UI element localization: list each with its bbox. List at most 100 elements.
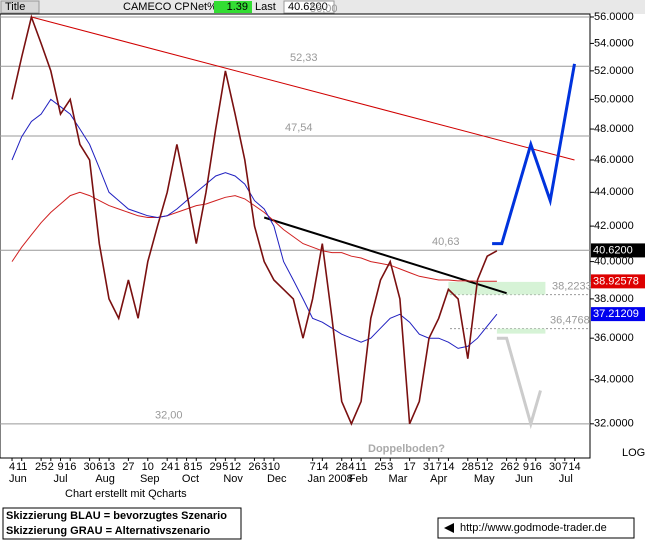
price-line	[11, 98, 498, 349]
x-tick-label: 30	[83, 461, 95, 473]
x-tick-label: 11	[355, 461, 366, 473]
x-tick-label: 9	[57, 461, 63, 473]
legend-text: Skizzierung GRAU = Alternativszenario	[6, 525, 210, 537]
y-tick-label: 40.0000	[594, 255, 634, 267]
month-label: Nov	[223, 473, 243, 485]
level-label: 40,63	[432, 236, 460, 248]
y-tick-label: 48.0000	[594, 123, 634, 135]
x-tick-label: 12	[229, 461, 241, 473]
month-label: Oct	[182, 473, 199, 485]
zone	[448, 281, 546, 295]
level-label: 47,54	[285, 122, 313, 134]
x-tick-label: 3	[387, 461, 393, 473]
x-tick-label: 1	[174, 461, 180, 473]
plot-frame	[0, 13, 591, 459]
x-tick-label: 16	[530, 461, 542, 473]
url-icon	[444, 523, 454, 533]
x-tick-label: 6	[96, 461, 102, 473]
level-label: 56,00	[310, 3, 338, 15]
month-label: Feb	[349, 473, 368, 485]
last-label-box	[591, 243, 645, 258]
last-label-box	[591, 307, 645, 322]
x-tick-label: 7	[562, 461, 568, 473]
trend-line	[31, 16, 575, 161]
month-label: Aug	[95, 473, 115, 485]
title: Title	[5, 1, 25, 13]
month-label: Dec	[267, 473, 287, 485]
y-tick-label: 38.0000	[594, 293, 634, 305]
net-box	[214, 1, 252, 13]
month-label: Jun	[9, 473, 27, 485]
month-label: May	[474, 473, 495, 485]
symbol: CAMECO CP	[123, 1, 190, 13]
x-tick-label: 12	[481, 461, 493, 473]
title-box	[0, 0, 40, 14]
level-label: 36,4768	[550, 315, 590, 327]
y-tick-label: 44.0000	[594, 186, 634, 198]
x-tick-label: 9	[523, 461, 529, 473]
x-tick-label: 5	[222, 461, 228, 473]
month-label: Sep	[140, 473, 160, 485]
scale-label: LOG	[622, 447, 645, 459]
last-label: 40.6200	[593, 244, 633, 256]
x-tick-label: 15	[190, 461, 202, 473]
x-tick-label: 2	[513, 461, 519, 473]
last-box	[283, 0, 335, 14]
x-tick-label: 28	[336, 461, 348, 473]
x-tick-label: 26	[248, 461, 260, 473]
last-label-box	[591, 274, 645, 289]
zone	[496, 328, 546, 334]
y-tick-label: 32.0000	[594, 418, 634, 430]
x-tick-label: 7	[436, 461, 442, 473]
level-label: 38,2233	[552, 281, 592, 293]
x-tick-label: 29	[210, 461, 222, 473]
last-label: 38.92578	[593, 275, 639, 287]
y-tick-label: 54.0000	[594, 37, 634, 49]
legend-text: Skizzierung BLAU = bevorzugtes Szenario	[6, 510, 227, 522]
x-tick-label: 16	[64, 461, 76, 473]
net-label: Net%	[190, 1, 217, 13]
x-tick-label: 31	[423, 461, 435, 473]
y-tick-label: 42.0000	[594, 220, 634, 232]
x-tick-label: 13	[103, 461, 115, 473]
x-tick-label: 4	[348, 461, 354, 473]
month-label: Jul	[559, 473, 573, 485]
legend-box	[2, 507, 242, 540]
x-tick-label: 26	[500, 461, 512, 473]
month-label: Mar	[389, 473, 408, 485]
annotation: Doppelboden?	[368, 443, 445, 455]
x-tick-label: 24	[161, 461, 173, 473]
x-tick-label: 5	[474, 461, 480, 473]
x-tick-label: 8	[184, 461, 190, 473]
price-line	[11, 14, 498, 426]
scenario-line	[492, 63, 576, 246]
x-tick-label: 3	[261, 461, 267, 473]
x-tick-label: 4	[9, 461, 15, 473]
last-label: 37.21209	[593, 308, 639, 320]
x-tick-label: 14	[316, 461, 328, 473]
x-tick-label: 11	[16, 461, 27, 473]
y-tick-label: 46.0000	[594, 154, 634, 166]
month-label: Jan 2008	[307, 473, 352, 485]
x-tick-label: 27	[122, 461, 134, 473]
credit: Chart erstellt mit Qcharts	[65, 488, 187, 500]
x-tick-label: 25	[35, 461, 47, 473]
level-label: 32,00	[155, 410, 183, 422]
x-tick-label: 2	[48, 461, 54, 473]
y-tick-label: 34.0000	[594, 374, 634, 386]
x-tick-label: 10	[142, 461, 154, 473]
y-tick-label: 36.0000	[594, 332, 634, 344]
x-tick-label: 10	[268, 461, 280, 473]
last-value: 40.6200	[288, 1, 328, 13]
x-tick-label: 7	[310, 461, 316, 473]
last-label: Last	[255, 1, 276, 13]
url-box	[437, 517, 635, 539]
x-tick-label: 14	[568, 461, 580, 473]
x-tick-label: 30	[549, 461, 561, 473]
x-tick-label: 25	[374, 461, 386, 473]
x-tick-label: 14	[442, 461, 454, 473]
url[interactable]: http://www.godmode-trader.de	[460, 522, 607, 534]
month-label: Jul	[53, 473, 67, 485]
y-tick-label: 50.0000	[594, 93, 634, 105]
month-label: Jun	[515, 473, 533, 485]
